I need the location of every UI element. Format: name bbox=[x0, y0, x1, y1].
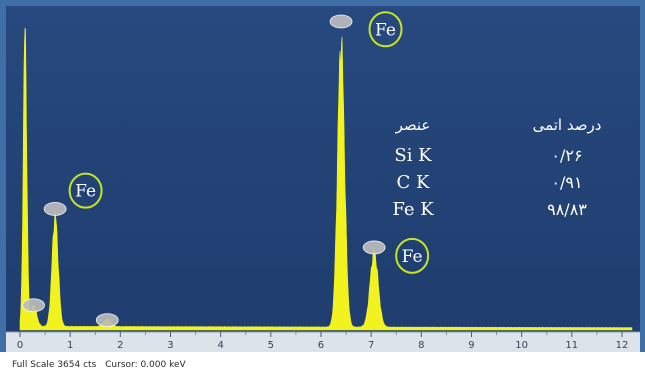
cursor-readout: Cursor: 0.000 keV bbox=[105, 360, 186, 370]
table-row-percent: ۰/۲۶ bbox=[551, 146, 582, 165]
x-tick-label-0: 0 bbox=[17, 340, 23, 351]
table-header-percent: درصد اتمی bbox=[533, 116, 602, 134]
table-row-element: C K bbox=[397, 172, 430, 193]
element-circle-fe-1 bbox=[368, 11, 403, 48]
x-axis-panel bbox=[6, 332, 640, 352]
x-tick-label-6: 6 bbox=[318, 340, 324, 351]
x-tick-label-1: 1 bbox=[67, 340, 73, 351]
x-tick-label-10: 10 bbox=[515, 340, 528, 351]
x-tick-label-2: 2 bbox=[117, 340, 123, 351]
peak-marker-3 bbox=[95, 313, 119, 328]
x-tick-label-11: 11 bbox=[565, 340, 578, 351]
x-tick-label-5: 5 bbox=[268, 340, 274, 351]
full-scale-readout: Full Scale 3654 cts bbox=[12, 360, 97, 370]
peak-marker-1 bbox=[22, 298, 45, 313]
peak-marker-2 bbox=[43, 201, 67, 216]
element-circle-fe-2 bbox=[395, 237, 430, 274]
composition-table: عنصر درصد اتمی Si K ۰/۲۶ C K ۰/۹۱ Fe K ۹۸/۸۳ bbox=[392, 116, 601, 220]
table-row-element: Fe K bbox=[392, 199, 434, 220]
spectrum-trace bbox=[19, 27, 633, 331]
x-tick-label-7: 7 bbox=[368, 340, 374, 351]
element-circle-fe-0 bbox=[68, 172, 103, 209]
spectrum-status-line: Full Scale 3654 cts Cursor: 0.000 keV bbox=[12, 360, 186, 370]
x-tick-label-3: 3 bbox=[167, 340, 173, 351]
element-label-fe-0: Fe bbox=[75, 182, 96, 202]
element-label-fe-1: Fe bbox=[375, 20, 396, 40]
peak-marker-5 bbox=[362, 240, 386, 255]
peak-marker-4 bbox=[329, 14, 353, 29]
table-row-percent: ۹۸/۸۳ bbox=[547, 200, 587, 219]
x-tick-label-12: 12 bbox=[616, 340, 629, 351]
element-label-fe-2: Fe bbox=[402, 247, 423, 267]
plot-background bbox=[6, 6, 640, 332]
table-header-element: عنصر bbox=[395, 116, 431, 134]
table-row-element: Si K bbox=[394, 145, 432, 166]
x-tick-label-8: 8 bbox=[418, 340, 424, 351]
x-tick-label-9: 9 bbox=[468, 340, 474, 351]
table-row-percent: ۰/۹۱ bbox=[551, 173, 582, 192]
x-tick-label-4: 4 bbox=[217, 340, 223, 351]
